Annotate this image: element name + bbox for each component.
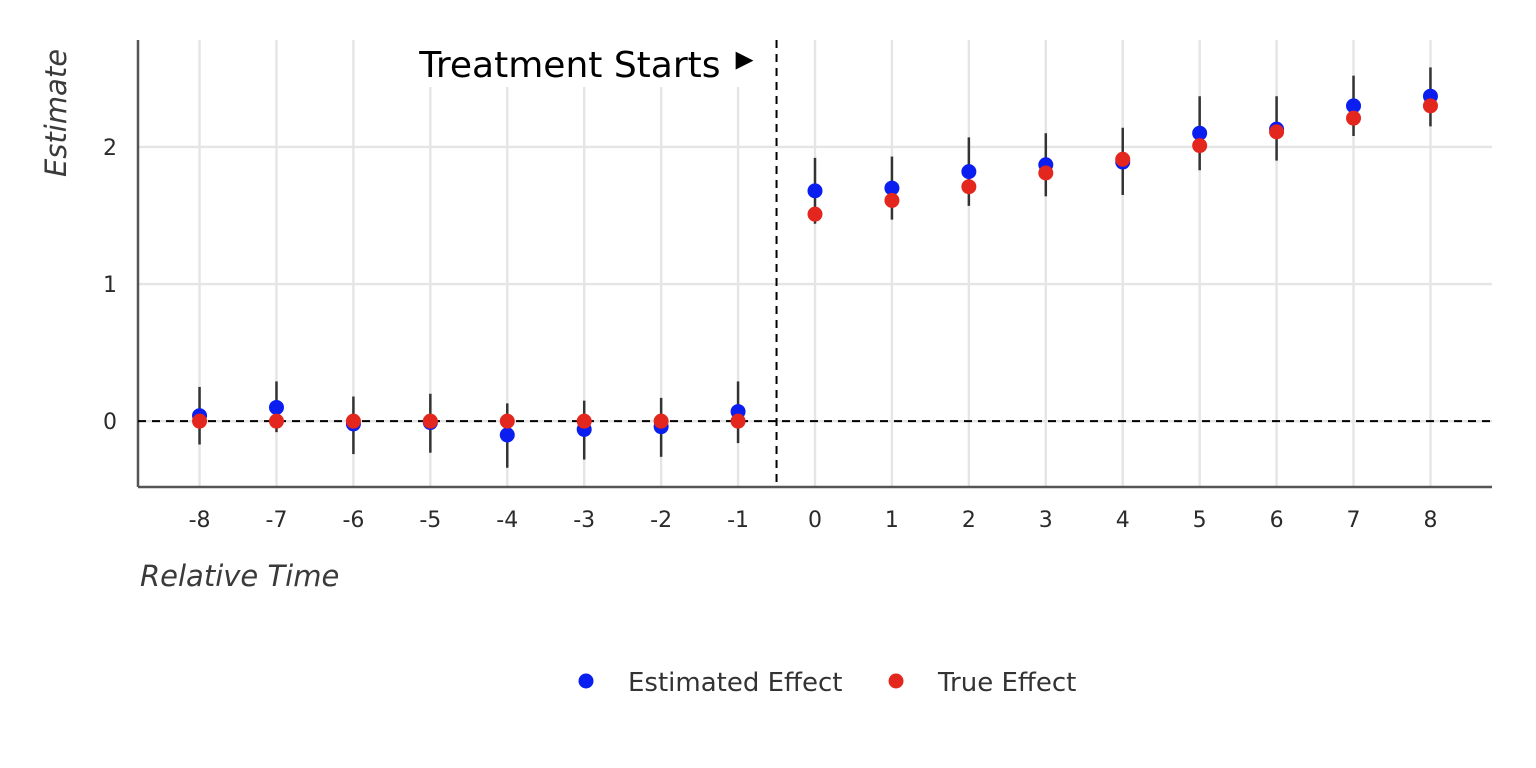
x-tick-label: 1 [885, 508, 899, 533]
true-effect-point [345, 413, 361, 429]
estimated-effect-point [499, 427, 515, 443]
true-effect-point [422, 413, 438, 429]
estimated-effect-point [1192, 125, 1208, 141]
estimated-effect-point [884, 180, 900, 196]
true-effect-point [653, 413, 669, 429]
x-tick-label: -2 [650, 508, 672, 533]
true-effect-point [730, 413, 746, 429]
y-tick-label: 1 [103, 273, 117, 298]
y-axis-title: Estimate [39, 49, 73, 177]
legend-marker-estimated-effect [578, 673, 594, 689]
annotation-arrow-icon: ▸ [735, 38, 753, 79]
true-effect-point [884, 192, 900, 208]
x-tick-label: -4 [496, 508, 518, 533]
x-tick-label: -1 [727, 508, 749, 533]
true-effect-point [499, 413, 515, 429]
true-effect-point [268, 413, 284, 429]
true-effect-point [1115, 151, 1131, 167]
true-effect-point [1038, 165, 1054, 181]
x-tick-label: 5 [1193, 508, 1207, 533]
x-tick-label: -6 [342, 508, 364, 533]
x-tick-label: 0 [808, 508, 822, 533]
true-effect-point [1269, 124, 1285, 140]
legend: Estimated Effect True Effect [578, 668, 1076, 698]
x-tick-label: 7 [1347, 508, 1361, 533]
y-tick-label: 2 [103, 136, 117, 161]
true-effect-point [1192, 138, 1208, 154]
estimated-effect-point [1346, 98, 1362, 114]
x-tick-label: -5 [419, 508, 441, 533]
x-tick-label: 8 [1423, 508, 1437, 533]
legend-label-estimated-effect: Estimated Effect [628, 668, 842, 698]
true-effect-point [192, 413, 208, 429]
treatment-starts-annotation: Treatment Starts [418, 45, 720, 86]
true-effect-point [1346, 110, 1362, 126]
estimated-effect-point [807, 183, 823, 199]
reference-lines [138, 40, 1492, 487]
true-effect-point [807, 206, 823, 222]
axes [136, 40, 1492, 489]
x-tick-label: 3 [1039, 508, 1053, 533]
legend-label-true-effect: True Effect [937, 668, 1076, 698]
y-tick-labels: 0 1 2 [103, 136, 117, 435]
x-tick-label: 2 [962, 508, 976, 533]
x-tick-label: -3 [573, 508, 595, 533]
true-effect-point [961, 179, 977, 195]
estimated-effect-point [961, 164, 977, 180]
x-tick-labels: -8 -7 -6 -5 -4 -3 -2 -1 0 1 2 3 4 5 6 7 8 [189, 508, 1438, 533]
data-points [192, 88, 1438, 443]
x-tick-label: 6 [1270, 508, 1284, 533]
x-axis-title: Relative Time [140, 559, 339, 593]
y-tick-label: 0 [103, 410, 117, 435]
x-tick-label: -8 [189, 508, 211, 533]
gridlines [138, 40, 1492, 487]
true-effect-point [1422, 98, 1438, 114]
true-effect-point [576, 413, 592, 429]
x-tick-label: 4 [1116, 508, 1130, 533]
legend-marker-true-effect [888, 673, 904, 689]
estimated-effect-point [268, 399, 284, 415]
x-tick-label: -7 [266, 508, 288, 533]
